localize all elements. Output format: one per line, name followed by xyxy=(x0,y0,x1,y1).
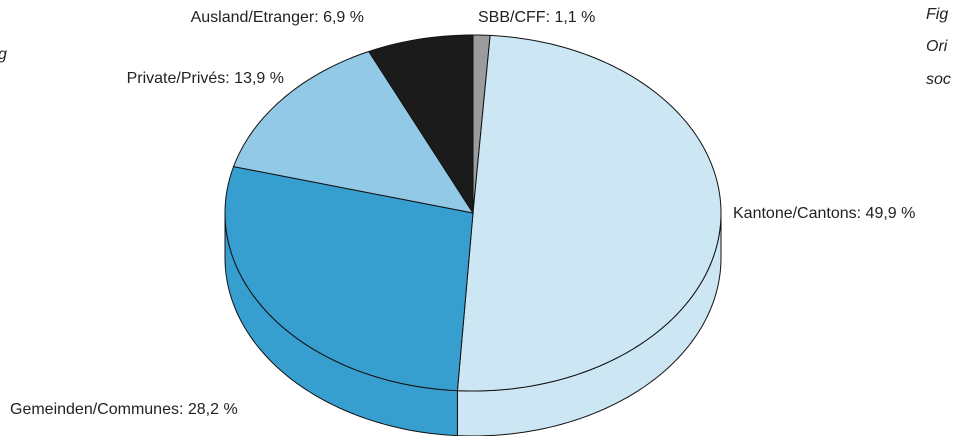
annotation: g xyxy=(0,46,7,63)
pie-slice xyxy=(232,50,475,214)
annotation: Fig xyxy=(926,6,948,23)
slice-label: Ausland/Etranger: 6,9 % xyxy=(191,9,364,26)
annotation: Ori xyxy=(926,38,948,55)
slice-label: Kantone/Cantons: 49,9 % xyxy=(733,205,915,222)
slice-label: Private/Privés: 13,9 % xyxy=(127,70,284,87)
pie-slice xyxy=(368,34,474,215)
slice-label: Gemeinden/Communes: 28,2 % xyxy=(10,401,238,418)
pie-slice xyxy=(456,34,722,392)
slice-label: SBB/CFF: 1,1 % xyxy=(478,9,595,26)
annotation: soc xyxy=(926,71,951,88)
pie-slice xyxy=(224,165,474,392)
